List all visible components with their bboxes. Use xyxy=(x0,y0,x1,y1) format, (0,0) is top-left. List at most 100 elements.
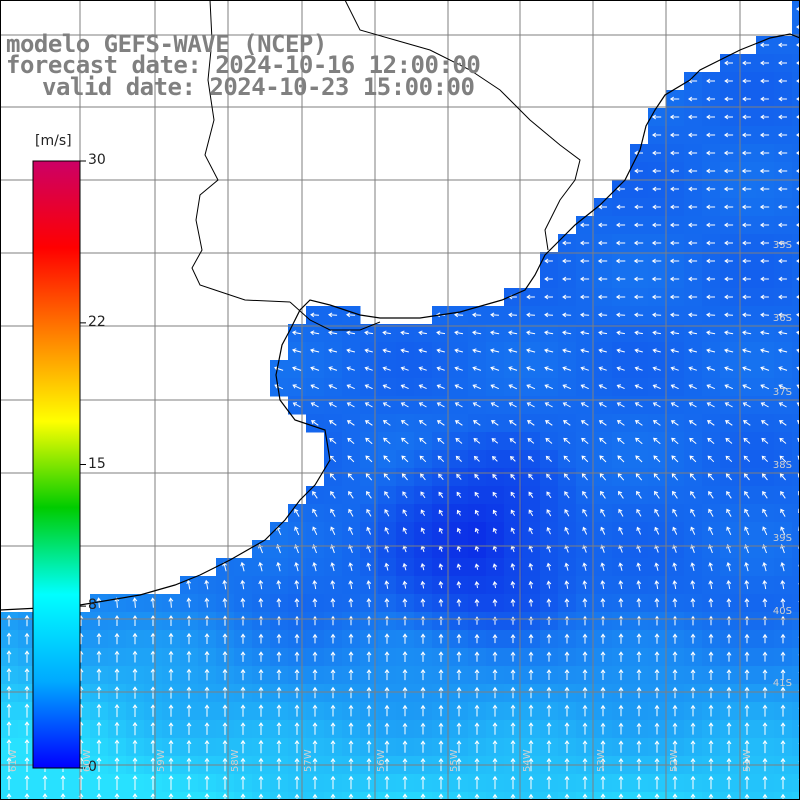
wind-arrow xyxy=(240,722,246,735)
wind-arrow xyxy=(348,686,354,699)
wind-arrow xyxy=(778,96,787,102)
wind-arrow xyxy=(759,222,770,228)
wind-arrow xyxy=(652,437,661,445)
wind-arrow xyxy=(546,669,552,680)
wind-arrow xyxy=(294,580,300,590)
wind-arrow xyxy=(795,150,800,156)
wind-arrow xyxy=(240,793,246,800)
wind-arrow xyxy=(634,204,643,210)
wind-arrow xyxy=(760,114,769,120)
wind-arrow xyxy=(6,614,12,627)
wind-arrow xyxy=(579,222,590,228)
wind-arrow xyxy=(401,473,408,481)
wind-arrow xyxy=(438,704,444,717)
wind-arrow xyxy=(690,669,696,680)
wind-arrow xyxy=(222,686,228,699)
wind-arrow xyxy=(780,508,786,517)
wind-arrow xyxy=(654,580,660,590)
wind-arrow xyxy=(438,580,444,589)
wind-arrow xyxy=(778,366,788,371)
wind-arrow xyxy=(330,775,336,790)
wind-arrow xyxy=(420,793,426,800)
wind-arrow xyxy=(762,686,768,699)
wind-arrow xyxy=(688,384,697,390)
wind-arrow xyxy=(778,420,787,426)
wind-arrow xyxy=(544,384,554,390)
wind-arrow xyxy=(365,437,373,445)
wind-arrow xyxy=(330,490,336,499)
wind-arrow xyxy=(562,348,572,354)
wind-arrow xyxy=(132,668,138,681)
longitude-label: 61W xyxy=(8,749,19,772)
wind-arrow xyxy=(348,526,354,535)
wind-arrow xyxy=(384,491,390,499)
wind-arrow xyxy=(437,437,445,444)
wind-arrow xyxy=(96,632,102,645)
wind-arrow xyxy=(742,96,751,102)
wind-arrow xyxy=(744,704,750,717)
wind-arrow xyxy=(759,204,770,210)
wind-arrow xyxy=(294,669,300,680)
wind-arrow xyxy=(634,348,643,354)
wind-arrow xyxy=(654,597,660,608)
wind-arrow xyxy=(744,722,750,735)
wind-arrow xyxy=(615,312,626,318)
wind-arrow xyxy=(420,704,426,717)
wind-speed-cell xyxy=(792,72,800,91)
wind-arrow xyxy=(598,366,607,371)
wind-arrow xyxy=(114,793,120,800)
wind-arrow xyxy=(598,204,607,210)
wind-arrow xyxy=(474,740,480,753)
wind-arrow xyxy=(400,384,409,390)
wind-arrow xyxy=(114,615,120,626)
wind-arrow xyxy=(168,668,174,681)
wind-arrow xyxy=(634,186,643,192)
wind-arrow xyxy=(618,633,624,644)
wind-arrow xyxy=(186,793,192,800)
wind-arrow xyxy=(510,686,516,699)
wind-arrow xyxy=(582,526,588,535)
wind-arrow xyxy=(456,722,462,735)
wind-arrow xyxy=(652,366,661,371)
wind-arrow xyxy=(438,633,444,644)
wind-arrow xyxy=(780,775,786,790)
wind-arrow xyxy=(580,384,589,390)
wind-arrow xyxy=(204,739,210,754)
wind-arrow xyxy=(690,722,696,735)
wind-arrow xyxy=(636,562,642,571)
wind-arrow xyxy=(670,366,679,371)
wind-arrow xyxy=(635,455,643,463)
wind-arrow xyxy=(510,775,516,790)
wind-arrow xyxy=(312,775,318,790)
wind-arrow xyxy=(474,473,480,480)
wind-arrow xyxy=(636,526,642,535)
wind-arrow xyxy=(345,312,356,318)
wind-arrow xyxy=(741,186,752,192)
wind-arrow xyxy=(526,330,536,336)
wind-speed-cell xyxy=(792,540,800,559)
wind-arrow xyxy=(724,258,733,264)
wind-arrow xyxy=(348,490,354,499)
wind-arrow xyxy=(346,384,355,390)
wind-arrow xyxy=(688,420,697,426)
wind-arrow xyxy=(760,240,769,246)
wind-arrow xyxy=(384,597,390,608)
wind-arrow xyxy=(615,240,626,246)
wind-arrow xyxy=(708,793,714,800)
wind-arrow xyxy=(348,775,354,790)
wind-arrow xyxy=(384,704,390,717)
wind-arrow xyxy=(346,402,355,408)
wind-arrow xyxy=(186,579,192,590)
wind-arrow xyxy=(795,6,800,12)
wind-arrow xyxy=(438,473,444,481)
wind-arrow xyxy=(366,490,372,499)
wind-arrow xyxy=(474,598,480,607)
wind-arrow xyxy=(384,633,390,644)
wind-arrow xyxy=(777,42,788,48)
wind-arrow xyxy=(330,793,336,800)
wind-arrow xyxy=(618,704,624,717)
wind-arrow xyxy=(669,276,680,282)
wind-arrow xyxy=(582,490,588,499)
wind-arrow xyxy=(561,312,572,318)
wind-arrow xyxy=(708,490,714,499)
